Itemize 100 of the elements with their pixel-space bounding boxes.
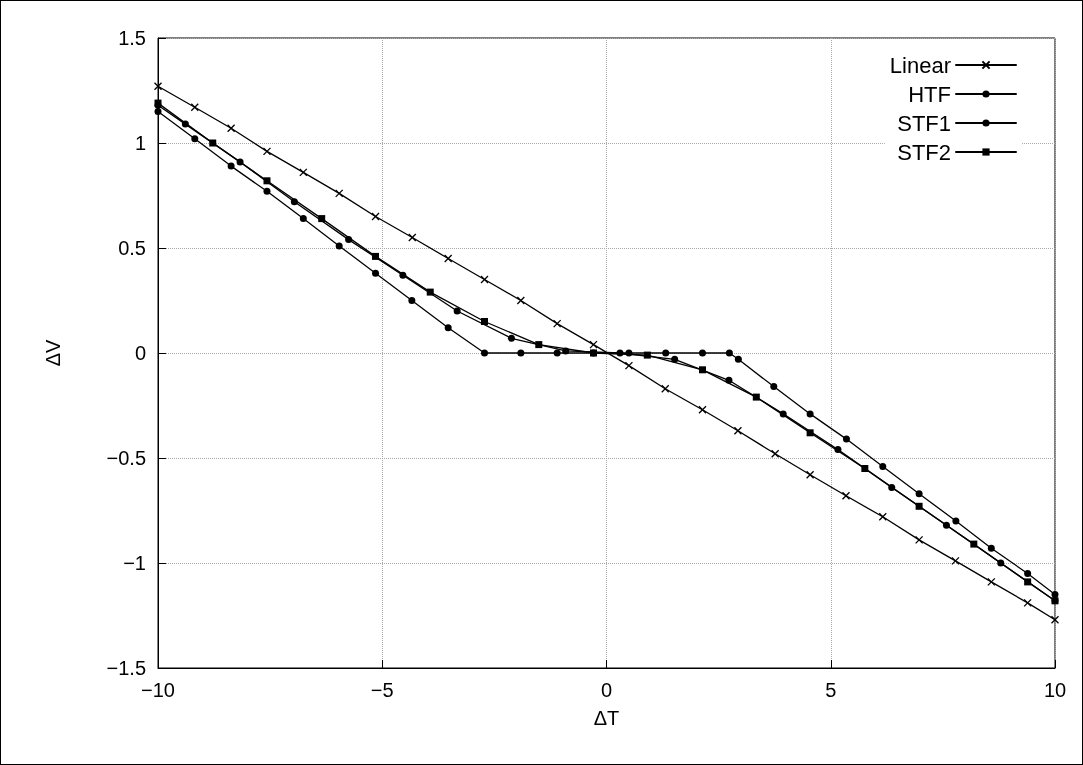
y-tick-label: 1 xyxy=(134,132,146,154)
point xyxy=(661,384,670,393)
point xyxy=(952,517,960,525)
point xyxy=(951,556,960,566)
x-tick-label: 0 xyxy=(600,679,613,701)
point xyxy=(987,577,996,587)
point xyxy=(834,446,842,454)
point xyxy=(643,351,651,359)
y-tick-label: 1.5 xyxy=(118,27,146,49)
point xyxy=(481,349,488,357)
point xyxy=(335,189,344,198)
point xyxy=(806,429,814,437)
point xyxy=(725,349,733,357)
legend-label: Linear xyxy=(889,52,951,78)
point xyxy=(190,103,199,112)
point xyxy=(987,544,995,552)
point xyxy=(553,349,561,357)
point xyxy=(154,108,162,115)
point xyxy=(779,410,787,418)
point xyxy=(616,349,624,357)
point xyxy=(698,349,706,357)
point xyxy=(153,82,163,91)
legend-label: STF2 xyxy=(897,139,951,165)
point xyxy=(1024,570,1032,577)
point xyxy=(263,187,271,195)
point xyxy=(345,236,353,244)
point xyxy=(915,490,923,498)
point xyxy=(861,465,869,472)
x-tick-label: −5 xyxy=(370,679,394,701)
point xyxy=(399,271,407,279)
point xyxy=(888,483,896,491)
point xyxy=(841,491,851,500)
x-tick-label: 5 xyxy=(825,679,837,701)
point xyxy=(698,405,707,414)
point xyxy=(553,319,562,328)
point xyxy=(236,158,244,166)
point xyxy=(1024,578,1032,586)
x-tick-label: −10 xyxy=(141,679,175,701)
point xyxy=(879,462,887,470)
point xyxy=(408,233,417,242)
point xyxy=(335,242,343,250)
point xyxy=(806,410,814,418)
point xyxy=(942,521,950,529)
point xyxy=(262,147,272,156)
point xyxy=(671,355,679,363)
point xyxy=(842,435,850,443)
point xyxy=(517,349,525,357)
point xyxy=(535,341,543,349)
point xyxy=(997,559,1005,567)
legend-label: STF1 xyxy=(897,110,951,136)
point xyxy=(770,449,780,458)
point xyxy=(1051,591,1059,598)
legend-label: HTF xyxy=(908,81,951,107)
point xyxy=(662,349,670,357)
x-tick-label: 10 xyxy=(1043,679,1067,701)
point xyxy=(1051,597,1059,605)
point xyxy=(299,168,308,177)
point xyxy=(263,177,271,185)
point xyxy=(734,355,742,363)
y-tick-label: −1 xyxy=(123,552,146,574)
point xyxy=(481,318,489,325)
point xyxy=(299,215,307,223)
point xyxy=(372,269,380,277)
point xyxy=(372,252,380,260)
point xyxy=(770,383,778,391)
y-tick-label: −1.5 xyxy=(106,657,146,679)
point xyxy=(444,254,453,263)
point xyxy=(1050,615,1060,624)
point xyxy=(507,334,515,342)
point xyxy=(914,535,924,545)
point xyxy=(915,502,923,510)
point xyxy=(516,296,525,305)
point xyxy=(805,470,815,479)
point xyxy=(318,215,326,223)
point xyxy=(970,540,978,548)
point xyxy=(562,347,570,355)
y-axis-title: ΔV xyxy=(42,338,64,367)
point xyxy=(1023,598,1032,608)
point xyxy=(371,212,380,221)
point xyxy=(209,139,217,147)
x-axis-title: ΔT xyxy=(593,707,620,729)
point xyxy=(444,324,452,332)
point xyxy=(698,366,706,374)
y-tick-label: −0.5 xyxy=(106,447,146,469)
point xyxy=(725,376,733,384)
point xyxy=(752,393,760,401)
point xyxy=(426,288,434,296)
point xyxy=(625,349,633,357)
point xyxy=(227,162,235,170)
point xyxy=(226,124,236,133)
point xyxy=(453,307,461,315)
point xyxy=(290,198,298,206)
y-tick-label: 0 xyxy=(134,342,146,364)
point xyxy=(733,426,743,435)
point xyxy=(181,120,189,128)
point xyxy=(589,340,598,349)
point xyxy=(408,297,416,304)
y-tick-label: 0.5 xyxy=(118,237,146,259)
point xyxy=(480,275,489,284)
point xyxy=(191,135,199,143)
